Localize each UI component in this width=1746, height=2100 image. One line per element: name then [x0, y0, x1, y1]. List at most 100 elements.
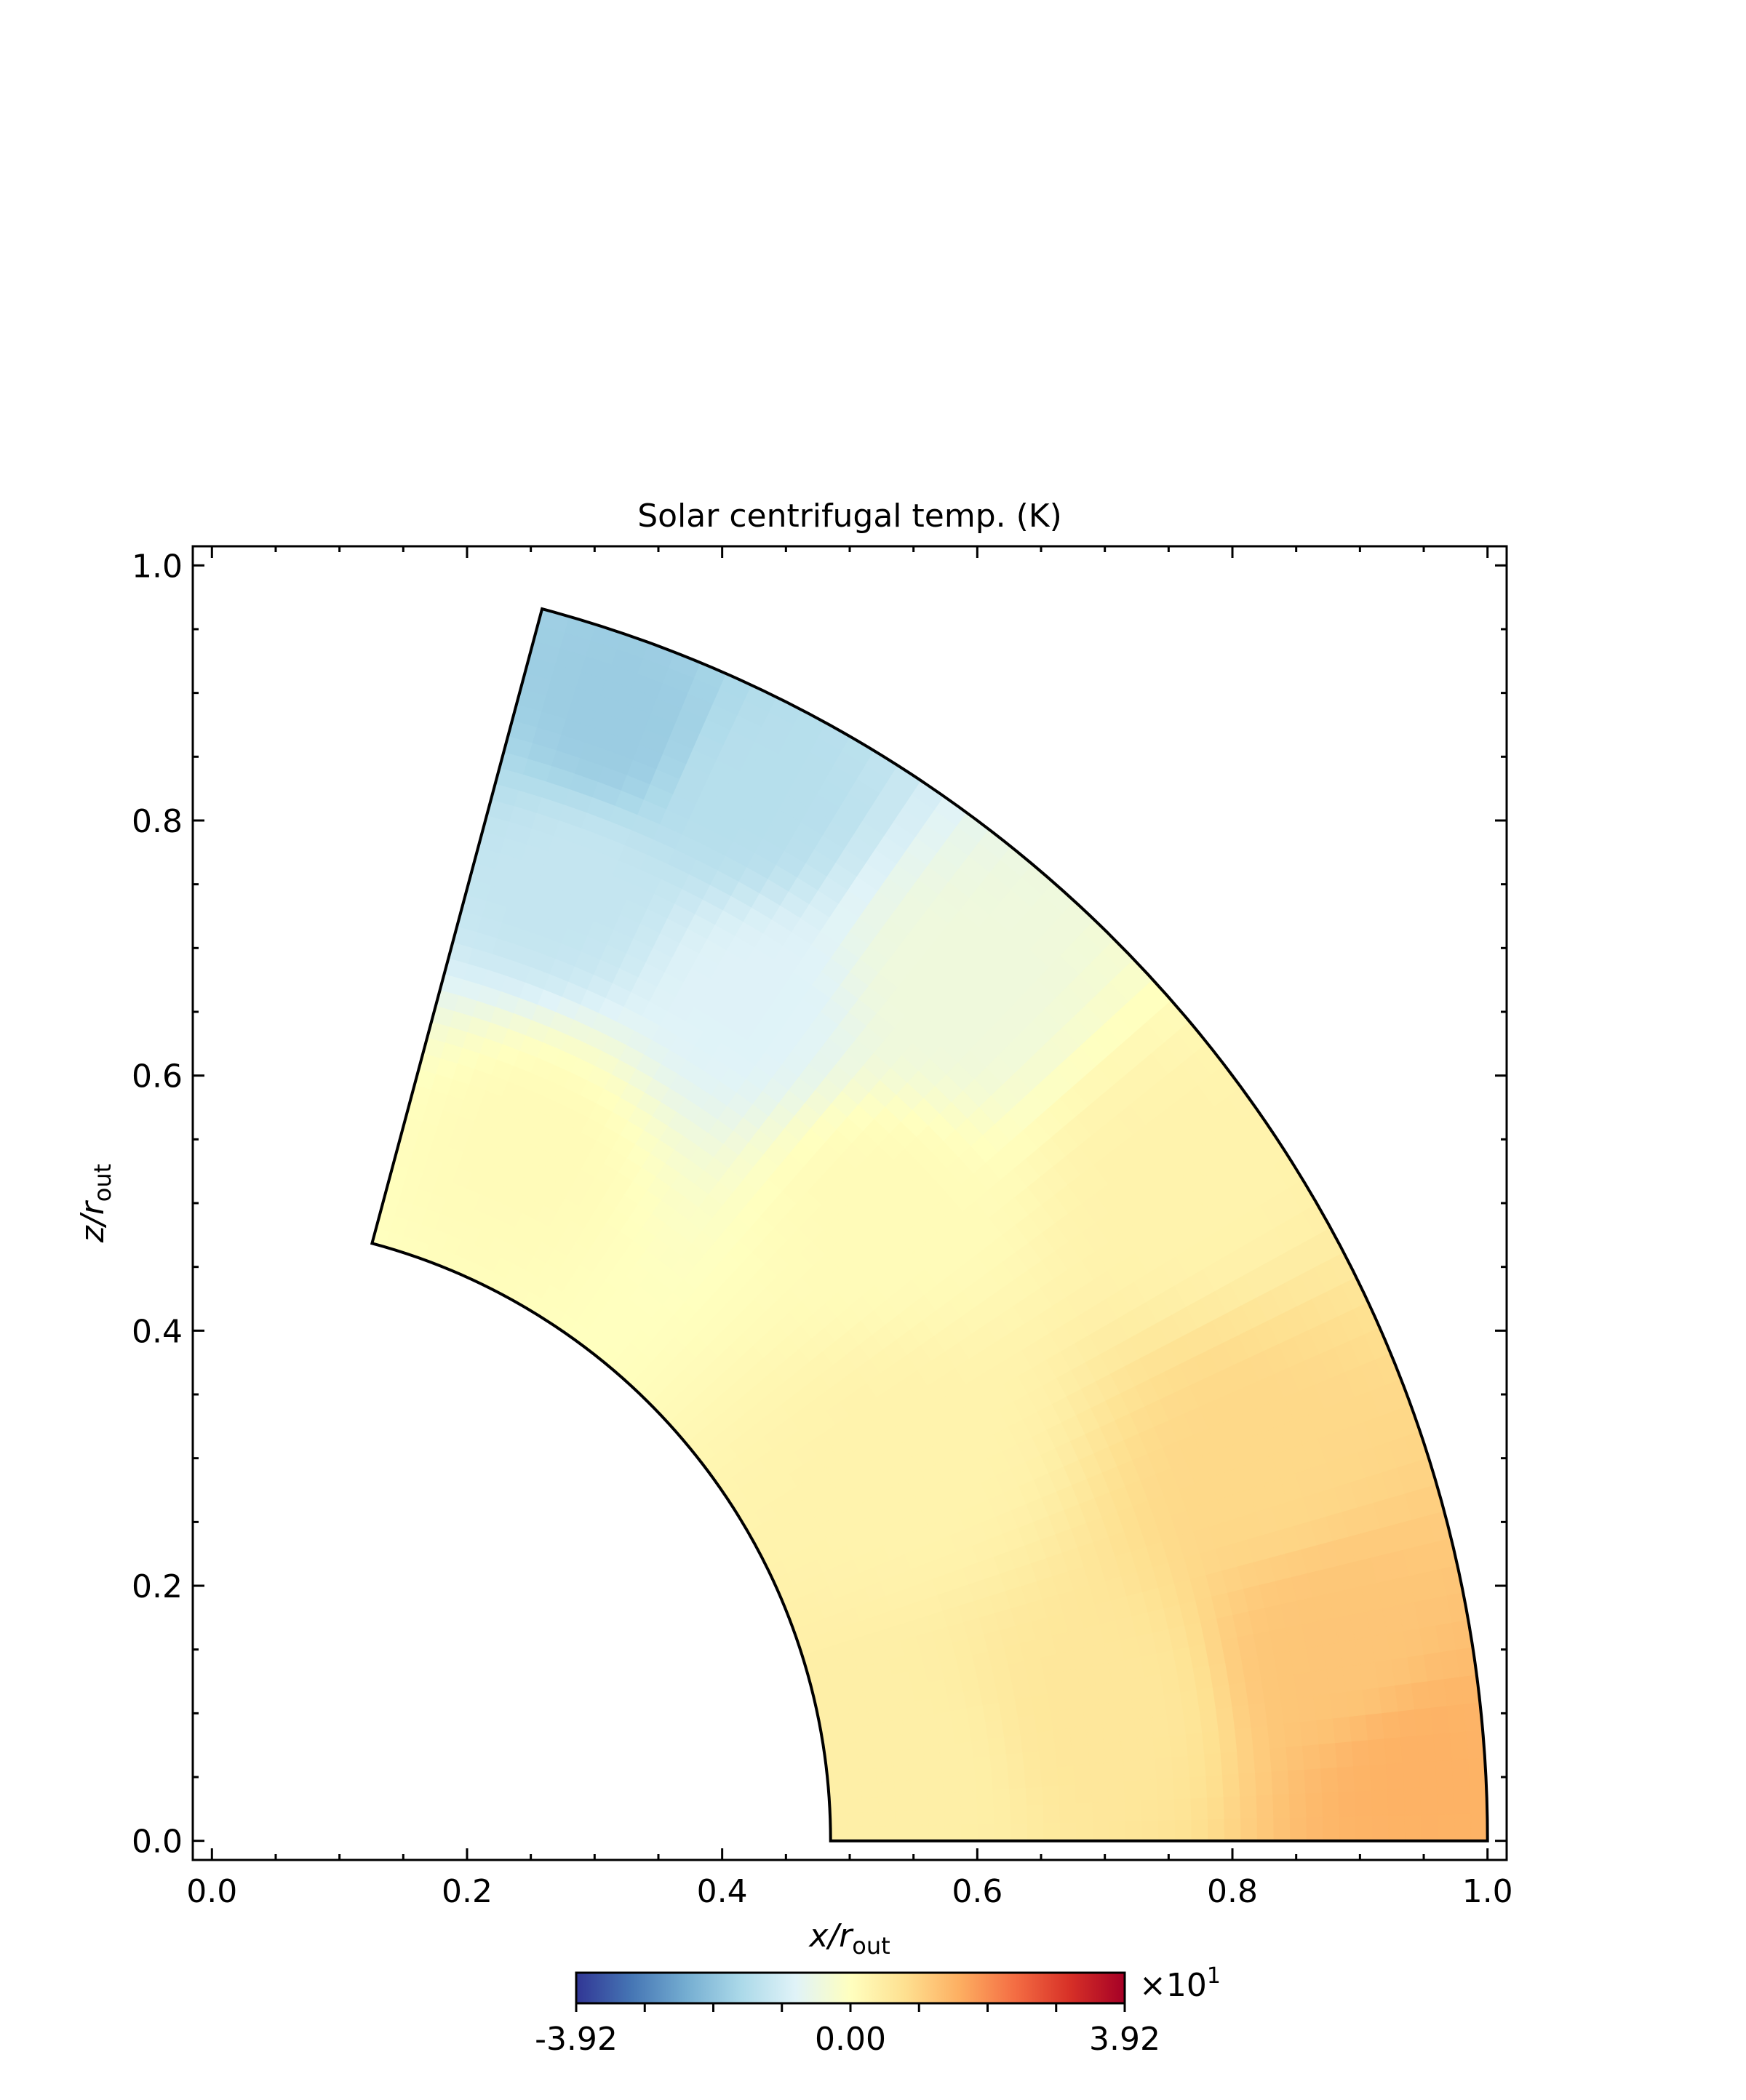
heatmap-cell [1158, 1819, 1176, 1842]
x-axis-label: x/rout [808, 1917, 890, 1960]
heatmap-cell [1354, 1789, 1373, 1817]
heatmap-cell [1365, 1712, 1385, 1741]
heatmap-cell [1202, 1730, 1221, 1754]
heatmap-cell [1419, 1760, 1438, 1789]
heatmap-cell [1339, 1815, 1357, 1842]
y-tick-label: 0.2 [132, 1568, 183, 1605]
heatmap-cell [909, 1778, 928, 1796]
x-tick-label: 0.0 [186, 1873, 237, 1910]
heatmap-cell [1157, 1798, 1176, 1821]
heatmap-cell [1432, 1732, 1453, 1762]
heatmap-cell [1273, 1816, 1291, 1842]
heatmap-cell [1215, 1706, 1236, 1731]
heatmap-cell [888, 1733, 907, 1752]
heatmap-cell [827, 1784, 847, 1801]
heatmap-cell [842, 1769, 862, 1786]
heatmap-cell [1155, 1756, 1174, 1780]
y-tick-label: 0.4 [132, 1313, 183, 1350]
heatmap-cell [976, 1789, 995, 1808]
heatmap-cell [1305, 1792, 1324, 1818]
heatmap-cell [1449, 1730, 1470, 1760]
heatmap-cell [908, 1762, 928, 1781]
colorbar-multiplier-base: ×10 [1139, 1967, 1207, 2004]
heatmap-cell [1371, 1789, 1390, 1816]
heatmap-cell [845, 1811, 864, 1828]
heatmap-cell [957, 1757, 976, 1776]
heatmap-cell [904, 1731, 924, 1750]
chart-title: Solar centrifugal temp. (K) [637, 498, 1062, 535]
heatmap-cell [1451, 1757, 1471, 1787]
heatmap-cell [1115, 1698, 1136, 1722]
heatmap-cell [1269, 1746, 1289, 1772]
heatmap-cell [977, 1823, 996, 1842]
heatmap-cell [873, 1751, 893, 1769]
heatmap-cell [1207, 1818, 1226, 1842]
heatmap-cell [1043, 1803, 1061, 1824]
heatmap-cell [1136, 1737, 1156, 1760]
plot-frame [191, 545, 1508, 1861]
heatmap-cell [960, 1807, 979, 1825]
heatmap-cell [1332, 1715, 1352, 1744]
heatmap-cell [1400, 1735, 1420, 1764]
heatmap-cell [1083, 1704, 1103, 1727]
heatmap-cell [943, 1791, 962, 1810]
heatmap-cell [1139, 1757, 1158, 1781]
heatmap-cell [858, 1768, 878, 1785]
heatmap-cell [1020, 1731, 1040, 1753]
heatmap-cell [894, 1794, 913, 1812]
colorbar-multiplier-exponent: 1 [1207, 1963, 1221, 1989]
heatmap-cell [1256, 1817, 1275, 1842]
colorbar-multiplier: ×101 [1139, 1963, 1221, 2004]
x-tick-label: 0.4 [697, 1873, 748, 1910]
colorbar-gradient [575, 1971, 1126, 2005]
heatmap-cell [1289, 1816, 1308, 1842]
heatmap-cell [912, 1809, 930, 1826]
heatmap-cell [1107, 1780, 1126, 1802]
heatmap-cell [1092, 1821, 1111, 1842]
heatmap-cell [1125, 1800, 1143, 1821]
heatmap-cell [1313, 1693, 1334, 1721]
heatmap-cell [844, 1783, 863, 1800]
heatmap-cell [1240, 1794, 1258, 1819]
heatmap-cell [936, 1726, 957, 1746]
heatmap-cell [1272, 1793, 1291, 1818]
heatmap-cell [1338, 1790, 1357, 1817]
heatmap-cell [1238, 1772, 1257, 1797]
heatmap-cell [1106, 1760, 1125, 1783]
heatmap-cell [1058, 1784, 1077, 1805]
heatmap-cell [1189, 1775, 1208, 1799]
heatmap-cell [1264, 1699, 1285, 1726]
heatmap-cell [1003, 1733, 1024, 1754]
heatmap-cell [1120, 1738, 1140, 1762]
heatmap-cell [1436, 1786, 1455, 1815]
heatmap-cell [829, 1798, 848, 1815]
heatmap-cell [1125, 1820, 1144, 1842]
heatmap-cell [1075, 1782, 1093, 1804]
heatmap-cell [906, 1746, 925, 1765]
y-tick-labels: 0.0 0.2 0.4 0.6 0.8 1.0 [132, 548, 183, 1860]
heatmap-cell [1190, 1797, 1209, 1820]
x-tick-label: 0.8 [1207, 1873, 1258, 1910]
heatmap-cell [1027, 1822, 1045, 1842]
heatmap-cell [1454, 1813, 1472, 1842]
heatmap-cell [1223, 1795, 1242, 1819]
heatmap-cell [846, 1826, 864, 1842]
heatmap-cell [1416, 1733, 1437, 1762]
colorbar-tick-marks [575, 2003, 1126, 2012]
heatmap-cell [941, 1758, 960, 1778]
heatmap-cell [928, 1808, 946, 1826]
heatmap-cell [1367, 1738, 1387, 1766]
heatmap-cell [1237, 1749, 1256, 1774]
heatmap-cell [1336, 1765, 1356, 1792]
heatmap-cell [861, 1797, 880, 1813]
colorbar: -3.92 0.00 3.92 ×101 [535, 1963, 1221, 2058]
heatmap-cell [925, 1776, 945, 1794]
heatmap-cell [924, 1760, 944, 1779]
heatmap-cell [960, 1790, 978, 1809]
heatmap-cell [991, 1770, 1010, 1790]
heatmap-cell [1069, 1725, 1089, 1747]
heatmap-cell [1036, 1729, 1056, 1751]
heatmap-cell [857, 1753, 877, 1770]
heatmap-cell [829, 1826, 848, 1842]
heatmap-cell [1117, 1719, 1138, 1742]
